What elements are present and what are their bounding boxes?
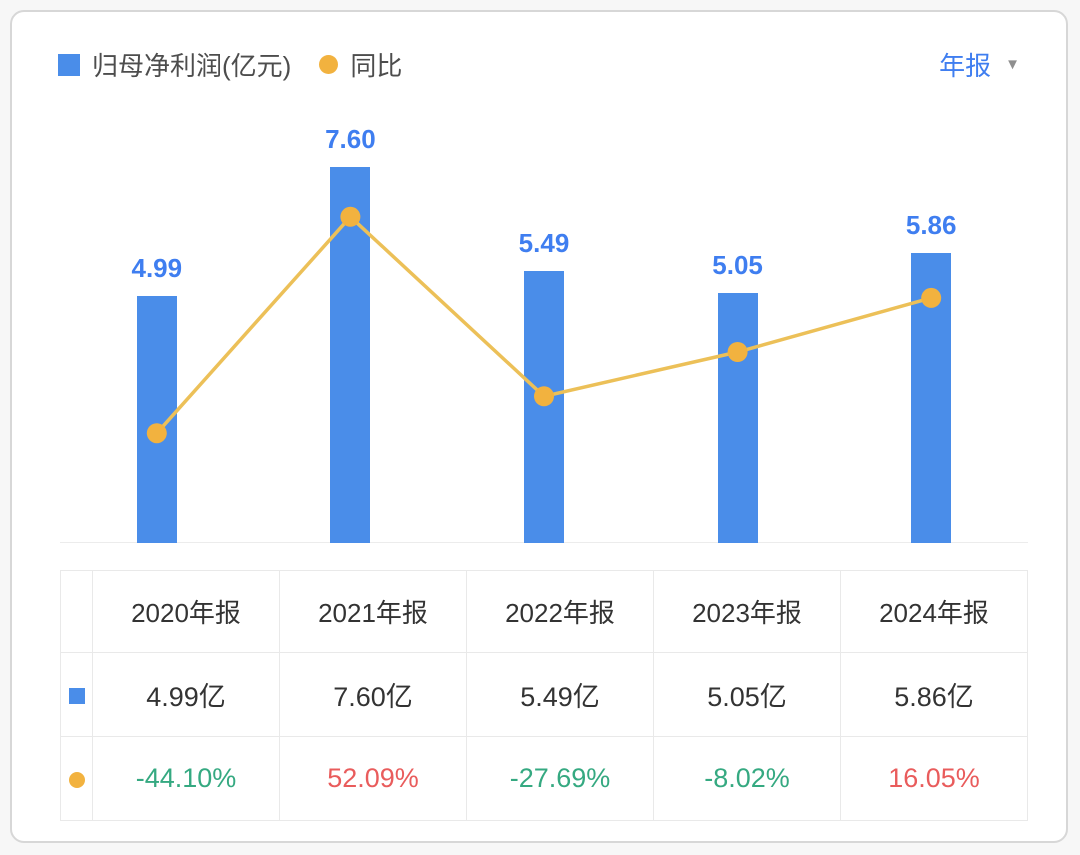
chart-column: 5.49	[447, 102, 641, 543]
bar-columns: 4.99 7.60 5.49 5.05 5.86	[60, 102, 1028, 543]
table-period-header: 2023年报	[653, 570, 841, 653]
table-corner-cell	[60, 570, 93, 653]
profit-value-cell: 4.99亿	[92, 652, 280, 737]
legend-item-yoy: 同比	[319, 46, 402, 83]
yoy-line-overlay	[146, 206, 942, 444]
profit-legend-label: 归母净利润(亿元)	[92, 51, 292, 81]
period-selector-label: 年报	[939, 51, 992, 81]
table-period-header: 2020年报	[92, 570, 280, 653]
period-selector[interactable]: 年报 ▼	[939, 46, 1020, 83]
yoy-value-cell: -27.69%	[466, 736, 654, 821]
yoy-value-cell: 52.09%	[279, 736, 467, 821]
table-profit-row: 4.99亿 7.60亿 5.49亿 5.05亿 5.86亿	[60, 652, 1028, 737]
table-period-header: 2021年报	[279, 570, 467, 653]
yoy-value-cell: -8.02%	[653, 736, 841, 821]
yoy-data-point	[727, 342, 748, 362]
table-yoy-row: -44.10% 52.09% -27.69% -8.02% 16.05%	[60, 736, 1028, 821]
legend-item-profit: 归母净利润(亿元)	[58, 46, 291, 83]
bar-value-label: 5.86	[905, 209, 957, 240]
yoy-data-point	[921, 287, 942, 308]
profit-value-cell: 5.86亿	[840, 652, 1028, 737]
legend: 归母净利润(亿元) 同比	[58, 46, 402, 83]
table-header-row: 2020年报 2021年报 2022年报 2023年报 2024年报	[60, 570, 1028, 653]
chart-card: 归母净利润(亿元) 同比 年报 ▼ 4.99 7.60 5.49 5.05 5.86 2…	[10, 10, 1068, 843]
table-period-header: 2024年报	[840, 570, 1028, 653]
yoy-dot-icon	[68, 771, 85, 788]
yoy-data-point	[340, 206, 361, 227]
profit-yoy-chart: 4.99 7.60 5.49 5.05 5.86	[60, 102, 1028, 543]
yoy-value-cell: -44.10%	[92, 736, 280, 821]
yoy-row-icon-cell	[60, 736, 93, 821]
chart-header: 归母净利润(亿元) 同比 年报 ▼	[58, 46, 1020, 83]
values-table: 2020年报 2021年报 2022年报 2023年报 2024年报 4.99亿 7.60亿…	[60, 570, 1028, 821]
profit-value-cell: 7.60亿	[279, 652, 467, 737]
profit-bar	[523, 271, 564, 543]
profit-row-icon-cell	[60, 652, 93, 737]
table-period-header: 2022年报	[466, 570, 654, 653]
yoy-legend-swatch-icon	[319, 55, 339, 74]
bar-value-label: 5.05	[712, 250, 763, 281]
yoy-value-cell: 16.05%	[840, 736, 1028, 821]
yoy-legend-label: 同比	[350, 51, 403, 81]
profit-legend-swatch-icon	[58, 53, 80, 76]
profit-square-icon	[68, 687, 85, 704]
chevron-down-icon: ▼	[1005, 56, 1020, 73]
chart-column: 5.05	[641, 102, 835, 543]
yoy-data-point	[534, 386, 554, 407]
yoy-data-point	[146, 423, 167, 444]
bar-value-label: 7.60	[325, 123, 376, 154]
bar-value-label: 4.99	[131, 253, 183, 283]
bar-value-label: 5.49	[518, 228, 570, 259]
profit-value-cell: 5.05亿	[653, 652, 841, 737]
profit-bar	[717, 293, 758, 543]
profit-value-cell: 5.49亿	[466, 652, 654, 737]
